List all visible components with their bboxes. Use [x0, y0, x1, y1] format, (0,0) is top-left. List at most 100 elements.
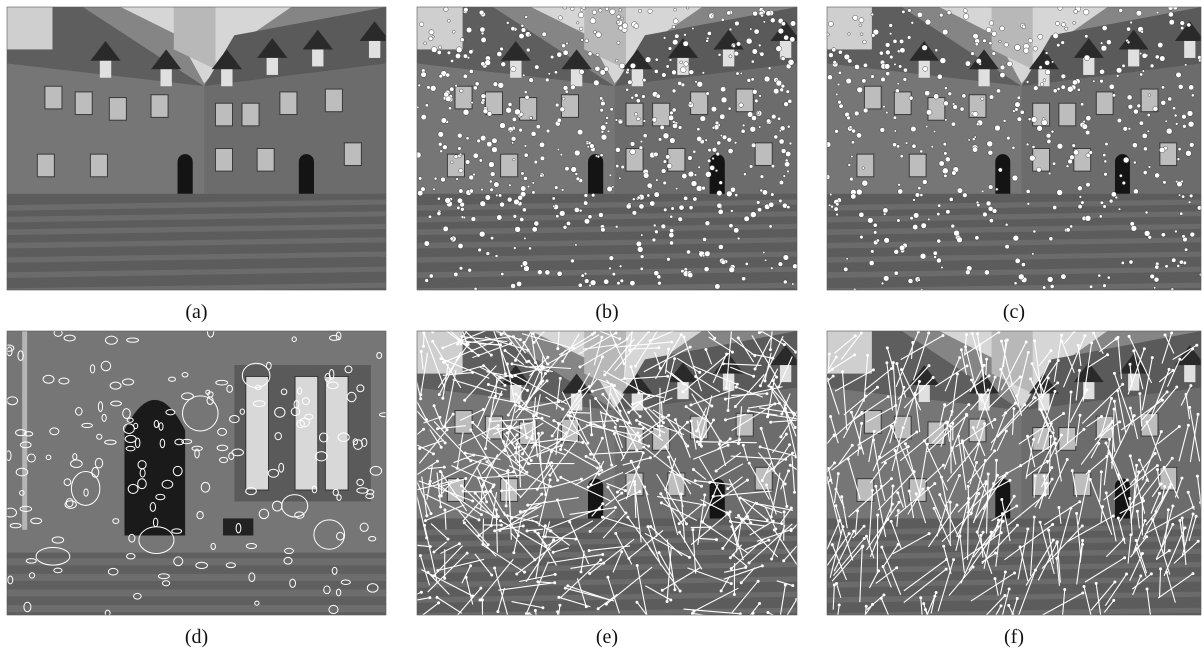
keypoint: [619, 8, 622, 11]
keypoint: [894, 130, 896, 132]
keypoint: [643, 173, 649, 179]
keypoint: [1004, 411, 1007, 414]
keypoint: [418, 177, 422, 181]
keypoint: [597, 155, 600, 158]
keypoint: [475, 82, 479, 86]
keypoint: [515, 226, 521, 232]
keypoint: [460, 484, 463, 487]
keypoint: [645, 57, 651, 63]
keypoint: [979, 534, 982, 537]
keypoint: [900, 368, 903, 371]
keypoint: [542, 32, 547, 37]
keypoint: [832, 375, 835, 378]
keypoint: [526, 389, 529, 392]
keypoint: [715, 121, 719, 125]
keypoint: [862, 180, 868, 186]
keypoint: [690, 420, 693, 423]
keypoint: [648, 9, 652, 13]
keypoint: [741, 129, 745, 133]
keypoint: [1178, 358, 1181, 361]
keypoint: [982, 212, 987, 217]
keypoint: [536, 124, 540, 128]
keypoint: [1185, 150, 1191, 156]
keypoint: [589, 530, 592, 533]
keypoint: [1045, 70, 1050, 75]
keypoint: [1113, 408, 1116, 411]
keypoint: [742, 124, 745, 127]
keypoint: [759, 126, 761, 128]
keypoint: [1061, 41, 1065, 45]
window: [755, 143, 772, 166]
keypoint: [1145, 535, 1148, 538]
window: [109, 98, 126, 121]
keypoint: [998, 168, 1002, 172]
keypoint: [1171, 523, 1174, 526]
keypoint: [977, 442, 980, 445]
keypoint: [1089, 285, 1092, 288]
keypoint: [447, 19, 450, 22]
keypoint: [688, 273, 693, 278]
keypoint: [698, 371, 701, 374]
keypoint: [792, 283, 794, 285]
keypoint: [893, 39, 897, 43]
keypoint: [454, 155, 458, 159]
keypoint: [1190, 232, 1195, 237]
keypoint: [747, 78, 751, 82]
keypoint: [617, 41, 620, 44]
keypoint: [424, 241, 430, 247]
keypoint: [490, 172, 495, 177]
keypoint: [828, 21, 833, 26]
keypoint: [658, 434, 661, 437]
keypoint: [443, 577, 446, 580]
keypoint: [1099, 215, 1102, 218]
keypoint: [727, 409, 730, 412]
keypoint: [943, 403, 946, 406]
keypoint: [1139, 52, 1142, 55]
keypoint: [490, 573, 493, 576]
keypoint: [920, 193, 923, 196]
keypoint: [1154, 277, 1159, 282]
keypoint: [1126, 27, 1130, 31]
keypoint: [1023, 403, 1026, 406]
keypoint: [1092, 332, 1095, 335]
keypoint: [891, 503, 894, 506]
keypoint: [548, 474, 551, 477]
keypoint: [580, 8, 583, 11]
keypoint: [688, 556, 691, 559]
keypoint: [791, 452, 794, 455]
keypoint: [986, 27, 991, 32]
keypoint: [601, 502, 604, 505]
keypoint: [521, 28, 526, 33]
keypoint: [757, 580, 760, 583]
keypoint: [523, 176, 527, 180]
keypoint: [511, 26, 515, 30]
keypoint: [654, 152, 659, 157]
keypoint: [1117, 517, 1120, 520]
keypoint: [1019, 375, 1022, 378]
keypoint: [726, 487, 729, 490]
keypoint: [1058, 6, 1062, 10]
keypoint: [623, 362, 626, 365]
keypoint: [1138, 459, 1141, 462]
dormer-window: [369, 41, 380, 58]
keypoint: [683, 41, 688, 46]
keypoint: [885, 43, 890, 48]
keypoint: [1081, 524, 1084, 527]
keypoint: [689, 206, 693, 210]
keypoint: [672, 89, 676, 93]
keypoint: [636, 564, 639, 567]
keypoint: [563, 50, 568, 55]
keypoint: [681, 269, 685, 273]
keypoint: [717, 190, 722, 195]
keypoint: [689, 70, 694, 75]
keypoint: [1053, 89, 1057, 93]
keypoint: [461, 335, 464, 338]
keypoint: [1168, 12, 1173, 17]
keypoint: [674, 418, 677, 421]
keypoint: [447, 51, 451, 55]
keypoint: [1137, 104, 1141, 108]
keypoint: [635, 449, 638, 452]
keypoint: [1108, 438, 1111, 441]
keypoint: [894, 404, 897, 407]
keypoint: [773, 402, 776, 405]
